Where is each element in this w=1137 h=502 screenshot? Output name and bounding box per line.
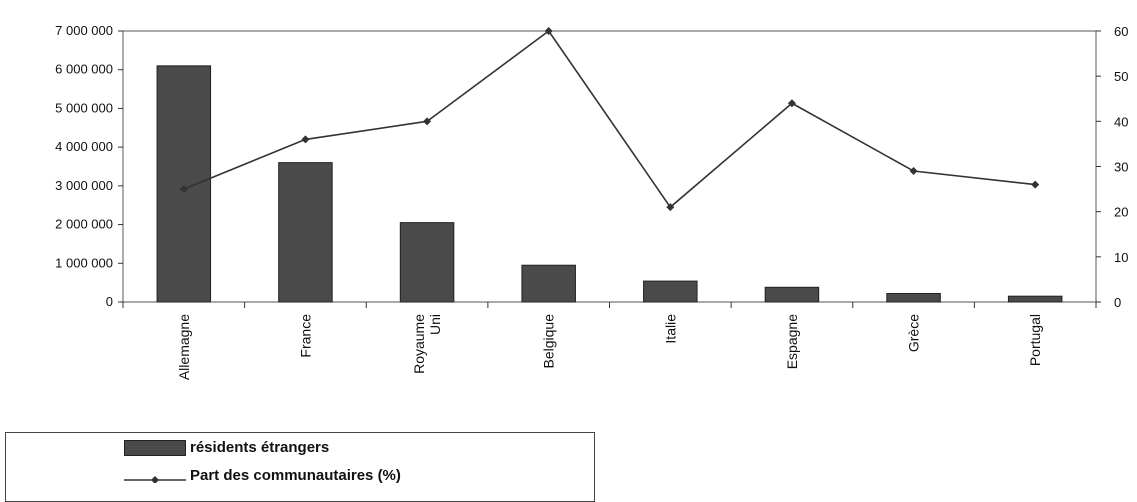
bar [643, 280, 698, 303]
category-label-line: Portugal [1027, 314, 1043, 366]
category-label: Espagne [784, 314, 800, 369]
category-label: Italie [662, 314, 678, 344]
category-label: Portugal [1027, 314, 1043, 366]
legend-line-label: Part des communautaires (%) [190, 467, 401, 484]
legend: résidents étrangers Part des communautai… [5, 432, 595, 502]
left-axis-tick-label: 6 000 000 [55, 62, 113, 77]
line-point [301, 135, 310, 144]
category-label: Belgique [541, 314, 557, 369]
category-label-line: Uni [427, 314, 443, 335]
share-line [183, 29, 1036, 209]
line-point [544, 27, 553, 35]
legend-bar-label: résidents étrangers [190, 439, 330, 456]
category-label-line: Italie [662, 314, 678, 344]
legend-bar-swatch [124, 439, 186, 456]
line-point [666, 203, 675, 212]
legend-item-line: Part des communautaires (%) [124, 467, 401, 484]
right-axis-tick-label: 40 [1114, 114, 1128, 129]
bar [521, 264, 576, 303]
left-axis-tick-label: 1 000 000 [55, 255, 113, 270]
right-axis-tick-label: 0 [1114, 295, 1121, 310]
line-point [909, 167, 918, 176]
combo-chart: 0 1 000 000 2 000 000 3 000 000 4 000 000 5 0… [55, 23, 1128, 380]
left-axis-tick-label: 2 000 000 [55, 217, 113, 232]
right-axis-tick-label: 20 [1114, 205, 1128, 220]
category-label: Grèce [906, 314, 922, 352]
line-point [787, 99, 796, 108]
line-point [423, 117, 432, 126]
category-label-line: Grèce [906, 314, 922, 352]
right-axis-tick-label: 50 [1114, 69, 1128, 84]
category-label-line: France [297, 314, 313, 358]
category-label: France [297, 314, 313, 358]
category-label-line: Espagne [784, 314, 800, 369]
bar [399, 222, 455, 303]
bar [278, 162, 333, 303]
bar [764, 286, 820, 303]
category-label-line: Belgique [541, 314, 557, 369]
legend-item-bars: résidents étrangers [124, 439, 329, 456]
legend-line-swatch [124, 469, 186, 484]
bar [886, 292, 941, 303]
left-axis-tick-label: 3 000 000 [55, 178, 113, 193]
line-point [1031, 180, 1040, 189]
left-axis-tick-label: 5 000 000 [55, 100, 113, 115]
line-point [179, 185, 188, 194]
right-axis-tick-label: 10 [1114, 250, 1128, 265]
left-axis-tick-label: 4 000 000 [55, 139, 113, 154]
left-axis-tick-label: 7 000 000 [55, 23, 113, 38]
bar [1007, 295, 1063, 303]
right-axis-tick-label: 60 [1114, 24, 1128, 39]
left-axis-tick-label: 0 [106, 294, 113, 309]
plot-area [122, 30, 1097, 303]
right-axis-tick-label: 30 [1114, 160, 1128, 175]
category-label-line: Allemagne [176, 314, 192, 380]
category-label: Allemagne [176, 314, 192, 380]
bar [156, 65, 212, 303]
category-label: RoyaumeUni [411, 314, 443, 374]
category-label-line: Royaume [411, 314, 427, 374]
